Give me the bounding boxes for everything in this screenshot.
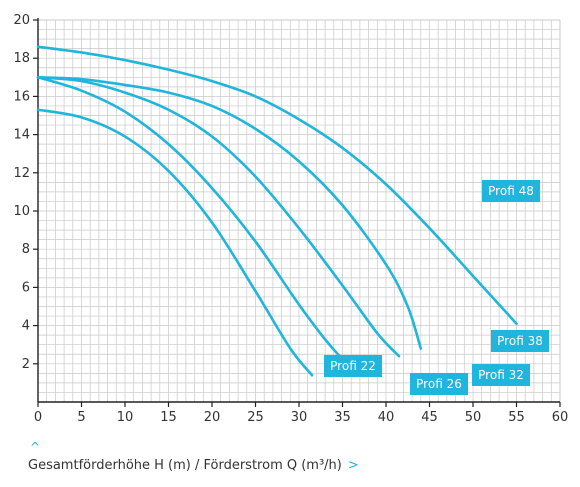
series-label-profi-26: Profi 26 (416, 377, 462, 391)
x-tick-label: 20 (204, 410, 221, 425)
y-tick-label: 14 (13, 128, 30, 143)
series-line-profi-22 (36, 108, 314, 377)
series-line-profi-48 (36, 45, 518, 325)
x-tick-label: 25 (247, 410, 264, 425)
series-label-profi-22: Profi 22 (330, 359, 376, 373)
series-label-profi-38: Profi 38 (497, 334, 543, 348)
x-tick-label: 60 (552, 410, 569, 425)
y-tick-label: 12 (13, 166, 30, 181)
x-tick-label: 35 (334, 410, 351, 425)
y-tick-label: 20 (13, 13, 30, 28)
chevron-up-icon[interactable]: ^ (30, 440, 41, 454)
series-label-box-profi-22 (324, 355, 382, 377)
series-label-profi-32: Profi 32 (478, 368, 524, 382)
x-tick-label: 10 (117, 410, 134, 425)
series-label-box-profi-48 (482, 180, 540, 202)
x-tick-label: 0 (34, 410, 42, 425)
y-tick-label: 8 (22, 242, 30, 257)
series-line-profi-38 (36, 76, 423, 350)
x-tick-label: 40 (378, 410, 395, 425)
series-label-box-profi-38 (491, 330, 549, 352)
y-tick-label: 10 (13, 204, 30, 219)
x-tick-label: 5 (77, 410, 85, 425)
y-tick-label: 2 (22, 357, 30, 372)
series-label-box-profi-26 (410, 373, 468, 395)
x-tick-label: 50 (465, 410, 482, 425)
series-line-profi-26 (36, 76, 353, 369)
y-tick-label: 16 (13, 89, 30, 104)
x-tick-label: 30 (291, 410, 308, 425)
series-label-box-profi-32 (472, 364, 530, 386)
x-tick-label: 55 (508, 410, 525, 425)
x-tick-label: 45 (421, 410, 438, 425)
pump-curve-chart: 0 5 10 15 20 25 30 35 40 45 50 55 60 2 4 6 8 10 12 14 16 18 20… (13, 13, 569, 425)
chart-caption[interactable]: Gesamtförderhöhe H (m) / Förderstrom Q (… (28, 458, 359, 473)
chevron-right-icon[interactable]: > (347, 458, 359, 473)
x-tick-label: 15 (160, 410, 177, 425)
series-label-profi-48: Profi 48 (488, 184, 534, 198)
y-tick-label: 6 (22, 280, 30, 295)
y-tick-label: 4 (22, 319, 30, 334)
y-tick-label: 18 (13, 51, 30, 66)
caption-text[interactable]: Gesamtförderhöhe H (m) / Förderstrom Q (… (28, 458, 342, 473)
series-line-profi-32 (36, 76, 401, 358)
